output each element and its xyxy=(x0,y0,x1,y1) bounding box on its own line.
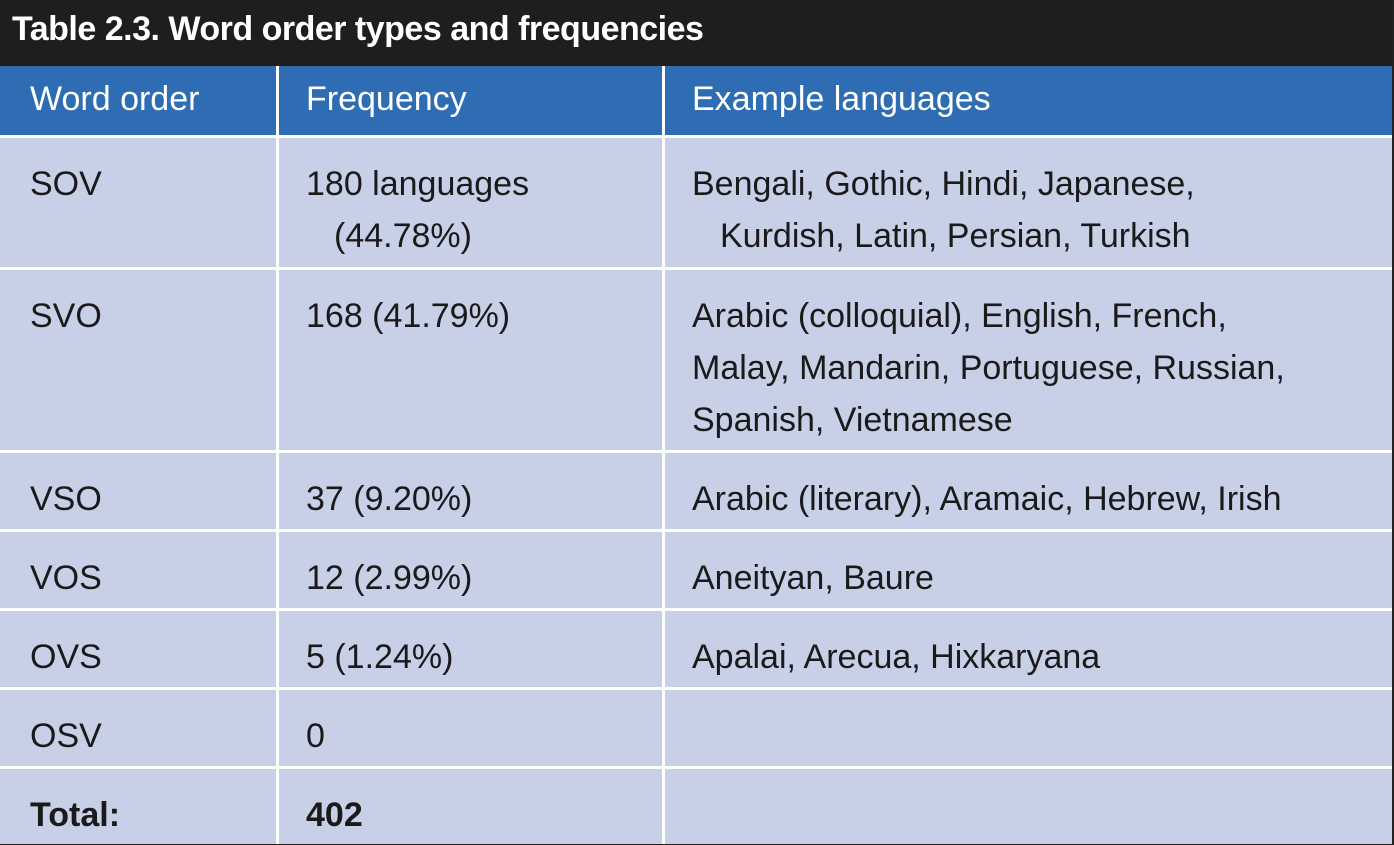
column-header-example-languages: Example languages xyxy=(665,66,1392,138)
total-row: Total: 402 xyxy=(0,769,1392,844)
frequency-cell: 12 (2.99%) xyxy=(279,532,665,611)
total-label: Total: xyxy=(0,769,279,844)
table-row: OVS 5 (1.24%) Apalai, Arecua, Hixkaryana xyxy=(0,611,1392,690)
table-title-bar: Table 2.3. Word order types and frequenc… xyxy=(0,0,1392,66)
word-order-table: Word order Frequency Example languages S… xyxy=(0,66,1392,844)
example-languages-cell: Aneityan, Baure xyxy=(665,532,1392,611)
column-header-frequency: Frequency xyxy=(279,66,665,138)
table-row: VSO 37 (9.20%) Arabic (literary), Aramai… xyxy=(0,453,1392,532)
table-row: SVO 168 (41.79%) Arabic (colloquial), En… xyxy=(0,270,1392,453)
word-order-cell: VSO xyxy=(0,453,279,532)
table-body: SOV 180 languages (44.78%) Bengali, Goth… xyxy=(0,138,1392,844)
example-languages-cell: Arabic (literary), Aramaic, Hebrew, Iris… xyxy=(665,453,1392,532)
word-order-cell: OSV xyxy=(0,690,279,769)
table-title: Table 2.3. Word order types and frequenc… xyxy=(12,10,704,48)
total-value: 402 xyxy=(279,769,665,844)
word-order-cell: SVO xyxy=(0,270,279,453)
frequency-cell: 5 (1.24%) xyxy=(279,611,665,690)
examples-line: Arabic (literary), Aramaic, Hebrew, Iris… xyxy=(692,480,1282,518)
frequency-line: 37 (9.20%) xyxy=(306,480,473,518)
column-header-word-order: Word order xyxy=(0,66,279,138)
table-row: SOV 180 languages (44.78%) Bengali, Goth… xyxy=(0,138,1392,270)
example-languages-cell: Apalai, Arecua, Hixkaryana xyxy=(665,611,1392,690)
word-order-cell: SOV xyxy=(0,138,279,270)
frequency-line: 168 (41.79%) xyxy=(306,297,511,335)
examples-line: Malay, Mandarin, Portuguese, Russian, xyxy=(692,349,1285,387)
frequency-line: (44.78%) xyxy=(334,217,472,255)
table-header: Word order Frequency Example languages xyxy=(0,66,1392,138)
frequency-line: 0 xyxy=(306,717,325,755)
examples-line: Aneityan, Baure xyxy=(692,559,934,597)
frequency-cell: 168 (41.79%) xyxy=(279,270,665,453)
frequency-cell: 0 xyxy=(279,690,665,769)
header-row: Word order Frequency Example languages xyxy=(0,66,1392,138)
table-row: VOS 12 (2.99%) Aneityan, Baure xyxy=(0,532,1392,611)
examples-line: Arabic (colloquial), English, French, xyxy=(692,297,1227,335)
examples-line: Kurdish, Latin, Persian, Turkish xyxy=(720,217,1191,255)
table-row: OSV 0 xyxy=(0,690,1392,769)
examples-line: Bengali, Gothic, Hindi, Japanese, xyxy=(692,165,1195,203)
empty-cell xyxy=(665,769,1392,844)
frequency-line: 180 languages xyxy=(306,165,530,203)
frequency-line: 12 (2.99%) xyxy=(306,559,473,597)
examples-line: Apalai, Arecua, Hixkaryana xyxy=(692,638,1101,676)
frequency-cell: 180 languages (44.78%) xyxy=(279,138,665,270)
example-languages-cell xyxy=(665,690,1392,769)
word-order-cell: VOS xyxy=(0,532,279,611)
word-order-cell: OVS xyxy=(0,611,279,690)
example-languages-cell: Bengali, Gothic, Hindi, Japanese, Kurdis… xyxy=(665,138,1392,270)
frequency-line: 5 (1.24%) xyxy=(306,638,454,676)
examples-line: Spanish, Vietnamese xyxy=(692,401,1013,439)
frequency-cell: 37 (9.20%) xyxy=(279,453,665,532)
example-languages-cell: Arabic (colloquial), English, French, Ma… xyxy=(665,270,1392,453)
